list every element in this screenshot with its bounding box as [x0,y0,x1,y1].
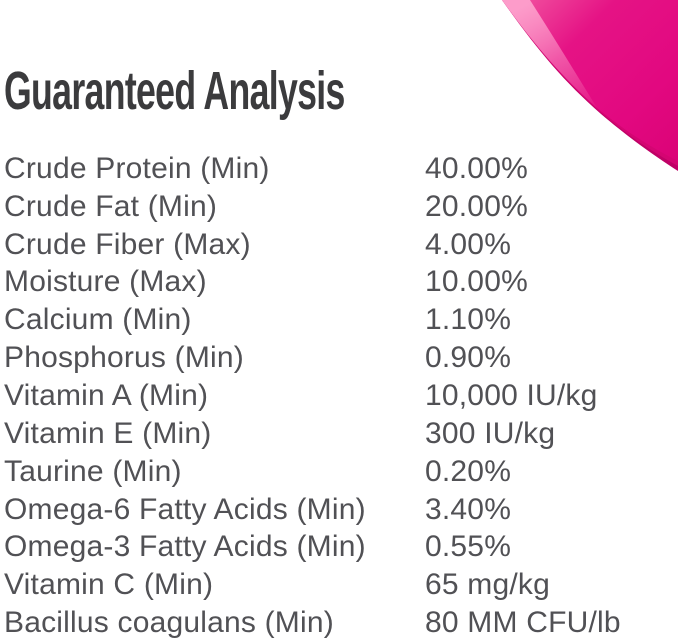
table-row: Omega-6 Fatty Acids (Min) 3.40% [4,491,678,529]
table-row: Moisture (Max) 10.00% [4,264,678,302]
nutrient-label: Vitamin C (Min) [4,568,214,602]
nutrient-label: Moisture (Max) [4,265,207,299]
nutrient-value: 300 IU/kg [425,416,556,450]
nutrient-label: Omega-3 Fatty Acids (Min) [4,530,366,564]
nutrient-label: Crude Fiber (Max) [4,227,251,261]
table-row: Crude Protein (Min) 40.00% [4,150,678,188]
nutrient-value: 20.00% [425,189,528,223]
table-row: Phosphorus (Min) 0.90% [4,339,678,377]
table-row: Crude Fat (Min) 20.00% [4,188,678,226]
table-row: Vitamin E (Min) 300 IU/kg [4,415,678,453]
table-row: Crude Fiber (Max) 4.00% [4,226,678,264]
nutrient-value: 0.20% [425,454,512,488]
table-row: Taurine (Min) 0.20% [4,453,678,491]
nutrient-label: Bacillus coagulans (Min) [4,606,334,640]
nutrient-value: 10.00% [425,265,528,299]
nutrient-value: 0.90% [425,341,512,375]
nutrient-value: 0.55% [425,530,512,564]
table-row: Vitamin C (Min) 65 mg/kg [4,566,678,604]
swoosh-layer-dark [502,0,678,171]
analysis-table: Crude Protein (Min) 40.00% Crude Fat (Mi… [4,150,678,642]
nutrient-label: Taurine (Min) [4,454,182,488]
nutrient-value: 4.00% [425,227,512,261]
nutrient-label: Crude Fat (Min) [4,189,218,223]
swoosh-layer-main [502,0,678,161]
nutrient-label: Vitamin A (Min) [4,378,209,412]
swoosh-layer-mid [502,0,678,166]
nutrient-value: 10,000 IU/kg [425,378,598,412]
nutrient-label: Phosphorus (Min) [4,341,244,375]
nutrient-label: Omega-6 Fatty Acids (Min) [4,492,366,526]
table-row: Calcium (Min) 1.10% [4,301,678,339]
swoosh-sheen-highlight [502,0,597,108]
nutrient-label: Crude Protein (Min) [4,151,270,185]
nutrient-label: Vitamin E (Min) [4,416,212,450]
table-row: Vitamin A (Min) 10,000 IU/kg [4,377,678,415]
nutrient-value: 1.10% [425,303,512,337]
nutrient-value: 3.40% [425,492,512,526]
nutrient-value: 40.00% [425,151,528,185]
table-row: Omega-3 Fatty Acids (Min) 0.55% [4,528,678,566]
table-row: Bacillus coagulans (Min) 80 MM CFU/lb [4,604,678,642]
nutrient-value: 65 mg/kg [425,568,550,602]
nutrient-label: Calcium (Min) [4,303,192,337]
nutrient-value: 80 MM CFU/lb [425,606,621,640]
page-title: Guaranteed Analysis [4,61,345,121]
